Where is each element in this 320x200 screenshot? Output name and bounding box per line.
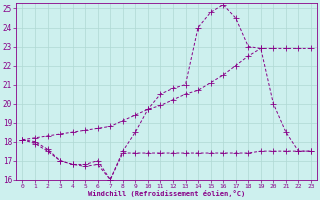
X-axis label: Windchill (Refroidissement éolien,°C): Windchill (Refroidissement éolien,°C) [88, 190, 245, 197]
